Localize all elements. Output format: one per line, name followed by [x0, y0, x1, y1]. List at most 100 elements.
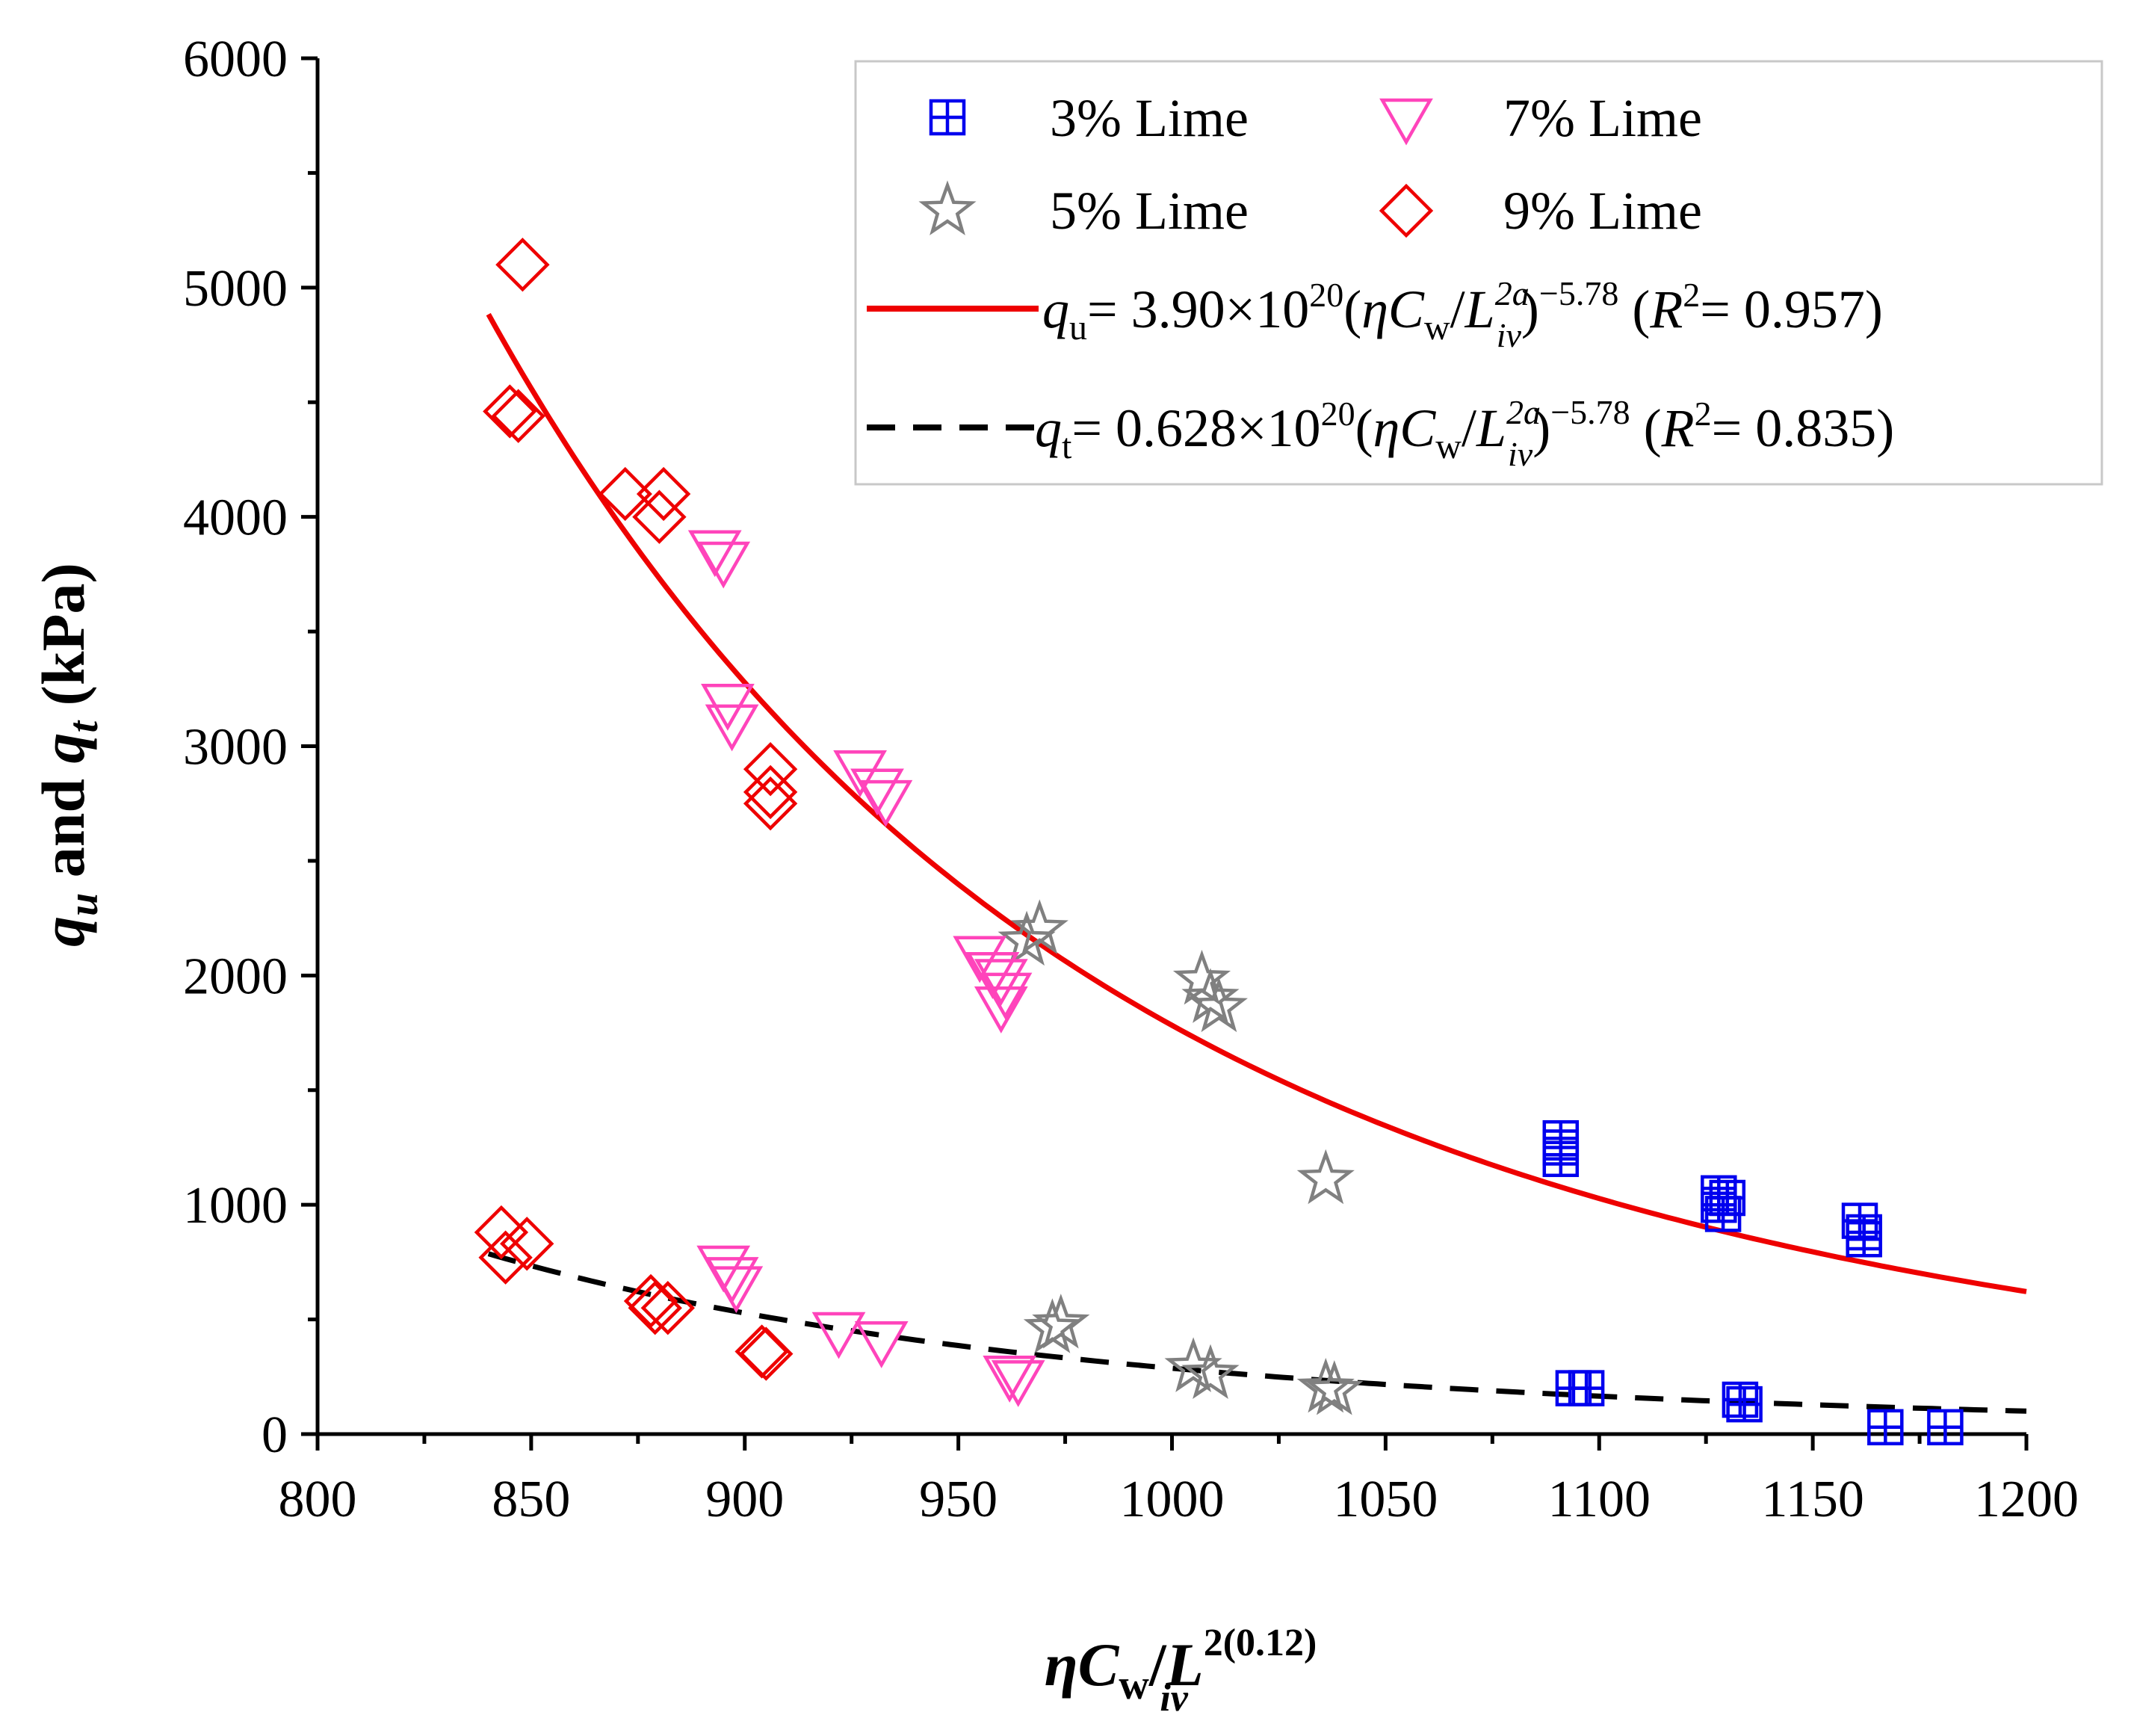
marker-3pct-lime [1927, 1409, 1964, 1446]
y-tick-label: 3000 [183, 719, 288, 776]
legend-marker-7pct-lime [1379, 98, 1433, 146]
legend-box [854, 60, 2103, 486]
series-5pct-lime [998, 899, 1364, 1415]
marker-7pct-lime [978, 972, 1033, 1020]
data-point-7pct-lime [974, 959, 1028, 1007]
marker-5pct-lime [1305, 1360, 1364, 1415]
marker-9pct-lime [636, 466, 691, 522]
marker-3pct-lime [1542, 1140, 1580, 1178]
marker-9pct-lime [739, 1326, 794, 1381]
data-point-9pct-lime [500, 1217, 554, 1271]
x-tick-label: 1000 [1120, 1471, 1225, 1528]
data-point-9pct-lime [743, 776, 798, 831]
x-tick-label: 850 [492, 1471, 570, 1528]
data-point-9pct-lime [474, 1205, 529, 1260]
marker-9pct-lime [640, 1281, 695, 1335]
marker-5pct-lime [1032, 1294, 1090, 1349]
marker-5pct-lime [1181, 968, 1240, 1023]
marker-7pct-lime [687, 530, 742, 578]
x-axis-title: ηCw/L2(0.12) iv [1045, 1622, 1317, 1720]
marker-5pct-lime [1010, 899, 1068, 954]
series-9pct-lime [474, 238, 798, 1381]
data-point-5pct-lime [1181, 968, 1240, 1023]
legend-symbol-5pct [918, 180, 977, 235]
marker-5pct-lime [998, 910, 1056, 966]
data-point-5pct-lime [1172, 949, 1231, 1005]
data-point-3pct-lime [1867, 1409, 1904, 1446]
x-tick-label: 800 [279, 1471, 357, 1528]
y-tick-label: 2000 [183, 948, 288, 1005]
x-tick-label: 950 [919, 1471, 998, 1528]
data-point-9pct-lime [598, 466, 652, 522]
marker-5pct-lime [1190, 977, 1248, 1033]
data-point-7pct-lime [833, 750, 887, 797]
marker-3pct-lime [1726, 1386, 1763, 1423]
x-tick-label: 900 [705, 1471, 784, 1528]
marker-3pct-lime [1867, 1409, 1904, 1446]
marker-7pct-lime [696, 541, 751, 589]
marker-9pct-lime [500, 1217, 554, 1271]
series-7pct-lime [687, 530, 1045, 1407]
data-point-3pct-lime [1927, 1409, 1964, 1446]
legend-marker-9pct-lime [1379, 183, 1434, 238]
data-point-3pct-lime [1568, 1370, 1605, 1406]
marker-7pct-lime [833, 750, 887, 797]
data-point-3pct-lime [1846, 1220, 1882, 1258]
data-point-9pct-lime [743, 764, 798, 820]
marker-9pct-lime [743, 764, 798, 820]
data-point-9pct-lime [491, 389, 545, 443]
marker-7pct-lime [811, 1312, 866, 1359]
marker-3pct-lime [1568, 1370, 1605, 1406]
y-tick-label: 0 [262, 1406, 288, 1464]
series-3pct-lime [1542, 1119, 1964, 1446]
axes-layer: 800 850 900 950 1000 1050 1100 1150 1200 0 1000 20… [183, 31, 2079, 1528]
legend-label-3pct: 3% Lime [1050, 88, 1249, 148]
data-point-7pct-lime [974, 986, 1028, 1034]
legend-symbol-9pct [1379, 183, 1434, 238]
marker-3pct-lime [1846, 1220, 1882, 1258]
marker-7pct-lime [953, 936, 1007, 983]
marker-7pct-lime [983, 1356, 1037, 1403]
y-tick-label: 4000 [183, 489, 288, 547]
x-tick-label: 1050 [1333, 1471, 1438, 1528]
data-point-9pct-lime [628, 1281, 682, 1335]
marker-5pct-lime [1172, 949, 1231, 1005]
marker-7pct-lime [854, 1321, 909, 1368]
marker-9pct-lime [495, 238, 550, 292]
data-point-9pct-lime [743, 742, 798, 797]
marker-9pct-lime [474, 1205, 529, 1260]
marker-7pct-lime [974, 986, 1028, 1034]
data-point-5pct-lime [1305, 1360, 1364, 1415]
marker-7pct-lime [705, 704, 759, 752]
marker-5pct-lime [1164, 1337, 1222, 1392]
data-point-7pct-lime [687, 530, 742, 578]
data-point-7pct-lime [991, 1360, 1045, 1407]
y-tick-label: 5000 [183, 260, 288, 318]
legend-marker-3pct-lime [929, 99, 966, 136]
data-point-3pct-lime [1726, 1386, 1763, 1423]
data-point-7pct-lime [850, 768, 904, 816]
data-point-7pct-lime [953, 936, 1007, 983]
legend-label-9pct: 9% Lime [1503, 181, 1702, 241]
x-tick-label: 1200 [1974, 1471, 2079, 1528]
marker-9pct-lime [743, 742, 798, 797]
data-point-7pct-lime [705, 704, 759, 752]
data-point-5pct-lime [1296, 1149, 1355, 1205]
data-point-3pct-lime [1542, 1140, 1580, 1178]
data-point-9pct-lime [636, 466, 691, 522]
data-point-5pct-lime [1181, 1344, 1240, 1400]
marker-5pct-lime [1296, 1357, 1355, 1413]
legend-symbol-3pct [929, 99, 966, 136]
legend-label-7pct: 7% Lime [1503, 88, 1702, 148]
legend-marker-5pct-lime [918, 180, 977, 235]
x-tick-label: 1150 [1761, 1471, 1864, 1528]
marker-7pct-lime [859, 779, 913, 827]
marker-7pct-lime [991, 1360, 1045, 1407]
y-axis-title: qu and qt (kPa) [29, 563, 107, 947]
marker-3pct-lime [1709, 1179, 1746, 1217]
marker-5pct-lime [1296, 1149, 1355, 1205]
data-points [474, 238, 1964, 1446]
data-point-7pct-lime [983, 1356, 1037, 1403]
